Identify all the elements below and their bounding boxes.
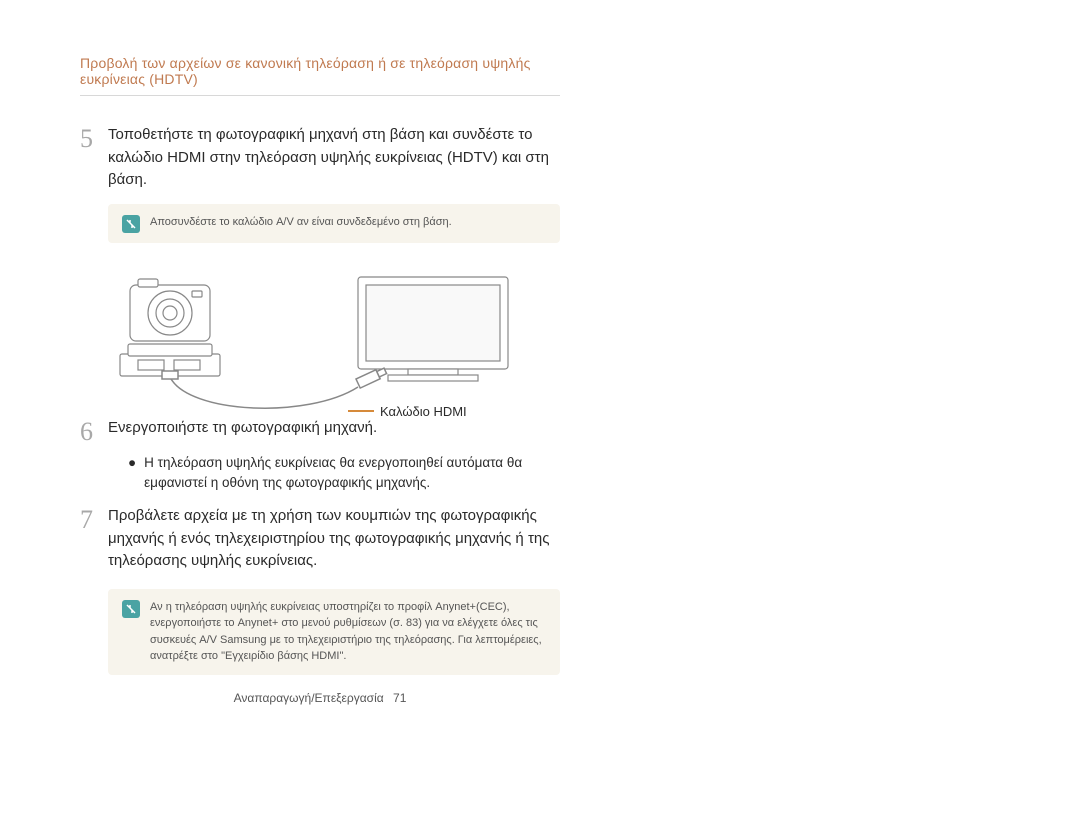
step-number: 6 (80, 417, 108, 445)
note-box-1: Αποσυνδέστε το καλώδιο A/V αν είναι συνδ… (108, 204, 560, 243)
step-text: Προβάλετε αρχεία με τη χρήση των κουμπιώ… (108, 505, 560, 573)
step-text: Τοποθετήστε τη φωτογραφική μηχανή στη βά… (108, 124, 560, 192)
bullet-dot: ● (128, 453, 136, 494)
bullet-text: Η τηλεόραση υψηλής ευκρίνειας θα ενεργοπ… (144, 453, 560, 494)
step-5: 5 Τοποθετήστε τη φωτογραφική μηχανή στη … (80, 124, 560, 192)
connection-diagram: Καλώδιο HDMI (108, 259, 558, 409)
step-number: 7 (80, 505, 108, 533)
camera-dock-icon (120, 279, 220, 376)
step-6-bullet-list: ● Η τηλεόραση υψηλής ευκρίνειας θα ενεργ… (128, 453, 560, 494)
cable-label-text: Καλώδιο HDMI (380, 404, 467, 419)
step-number: 5 (80, 124, 108, 152)
tv-icon (358, 277, 508, 381)
diagram-svg (108, 259, 558, 424)
page-footer: Αναπαραγωγή/Επεξεργασία 71 (80, 691, 560, 705)
footer-page-number: 71 (393, 691, 406, 705)
footer-section: Αναπαραγωγή/Επεξεργασία (234, 691, 384, 705)
note-icon (122, 215, 140, 233)
cable-label: Καλώδιο HDMI (348, 404, 467, 419)
step-7: 7 Προβάλετε αρχεία με τη χρήση των κουμπ… (80, 505, 560, 573)
note-text: Αποσυνδέστε το καλώδιο A/V αν είναι συνδ… (150, 214, 452, 231)
note-text: Αν η τηλεόραση υψηλής ευκρίνειας υποστηρ… (150, 599, 546, 665)
note-box-2: Αν η τηλεόραση υψηλής ευκρίνειας υποστηρ… (108, 589, 560, 675)
cable-leader-line (348, 410, 374, 412)
note-icon (122, 600, 140, 618)
bullet-item: ● Η τηλεόραση υψηλής ευκρίνειας θα ενεργ… (128, 453, 560, 494)
manual-page: Προβολή των αρχείων σε κανονική τηλεόρασ… (0, 0, 640, 735)
page-header-title: Προβολή των αρχείων σε κανονική τηλεόρασ… (80, 55, 560, 96)
